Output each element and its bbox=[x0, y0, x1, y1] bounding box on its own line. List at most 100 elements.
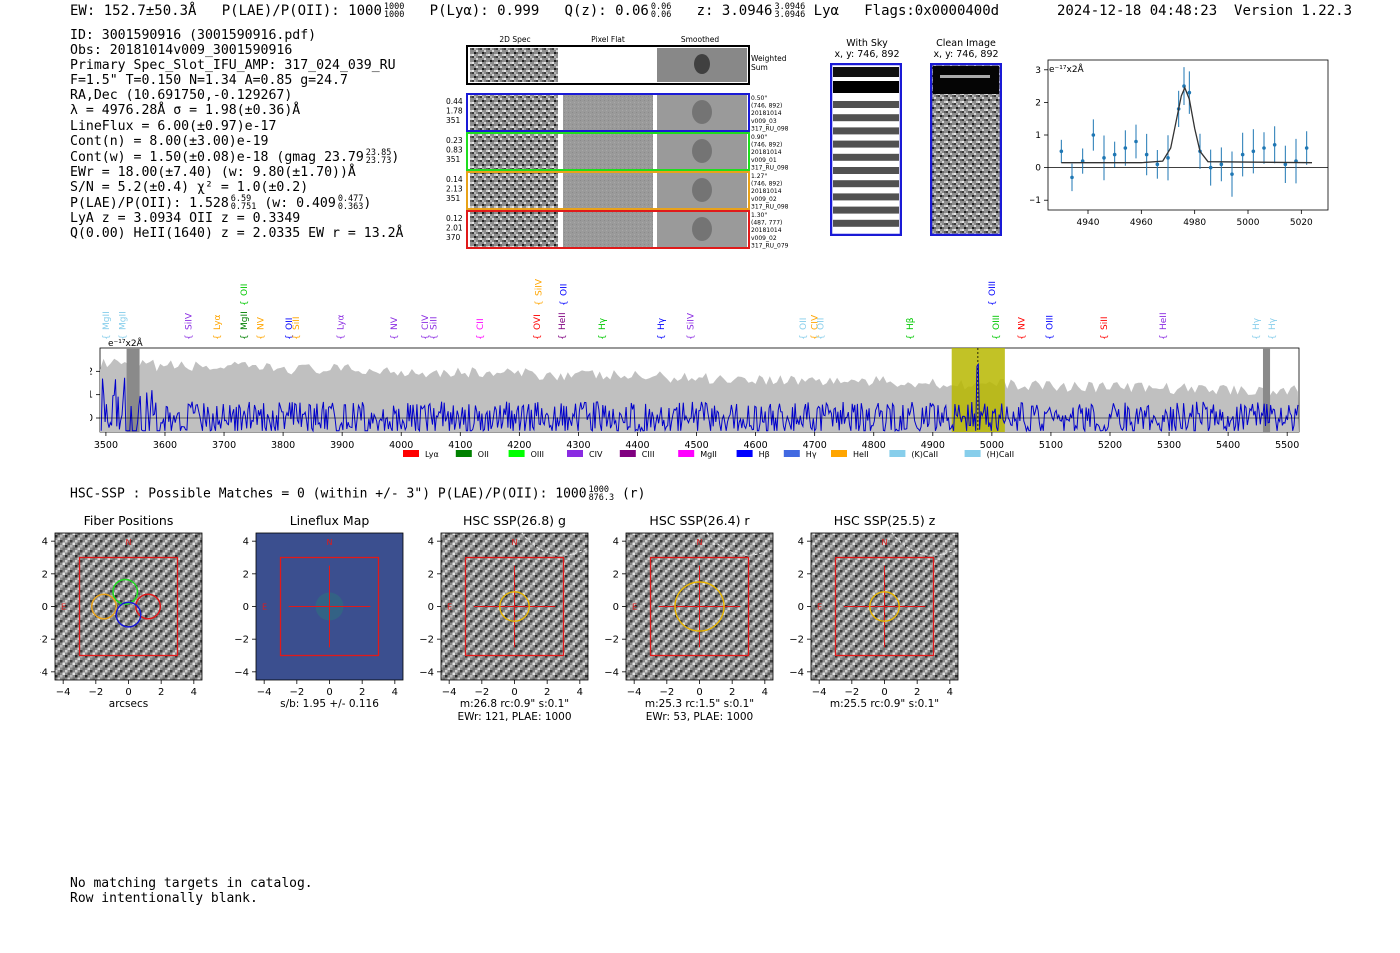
svg-text:OII: OII bbox=[799, 318, 809, 330]
svg-text:CIV: CIV bbox=[421, 314, 431, 330]
info-q-line: Q(0.00) HeII(1640) z = 2.0335 EW r = 13.… bbox=[70, 226, 404, 242]
hsc-xtick-label: −4 bbox=[442, 687, 457, 698]
info-lambda: λ = 4976.28Å σ = 1.98(±0.36)Å bbox=[70, 103, 301, 119]
with-sky-title: With Sky x, y: 746, 892 bbox=[834, 38, 900, 60]
header-qz: Q(z): 0.06 bbox=[564, 3, 649, 19]
line-fit-plot: e⁻¹⁷x2Å 4940 4960 4980 5000 5020 3 2 1 0 −1 bbox=[1030, 59, 1329, 228]
cutout-row-right-value: 20181014 bbox=[751, 149, 782, 156]
hsc-panel-title: HSC SSP(26.8) g bbox=[463, 513, 566, 528]
hsc-xtick-label: 4 bbox=[947, 687, 953, 698]
svg-text:{: { bbox=[102, 334, 112, 340]
fit-data-point bbox=[1091, 133, 1096, 137]
hsc-panel-title: Lineflux Map bbox=[290, 513, 370, 528]
svg-text:CIII: CIII bbox=[642, 450, 655, 459]
svg-text:Hγ: Hγ bbox=[1252, 317, 1262, 330]
cutout-row-border bbox=[466, 210, 750, 249]
fit-data-point bbox=[1102, 156, 1106, 160]
svg-text:{: { bbox=[213, 334, 223, 340]
spectrum-line-highlight bbox=[951, 348, 1005, 432]
fit-data-point bbox=[1123, 146, 1128, 150]
svg-text:{: { bbox=[390, 334, 400, 340]
hsc-panel-title: HSC SSP(26.4) r bbox=[649, 513, 750, 528]
svg-text:{: { bbox=[560, 300, 570, 306]
svg-text:{: { bbox=[657, 334, 667, 340]
spec-xtick-label: 5100 bbox=[1039, 440, 1063, 451]
spec-yunit: e⁻¹⁷x2Å bbox=[108, 337, 144, 349]
fit-data-point bbox=[1262, 146, 1266, 150]
spectral-line-label: SiIV { bbox=[185, 312, 195, 340]
spec-xtick-label: 5500 bbox=[1275, 440, 1299, 451]
fit-data-point bbox=[1219, 162, 1224, 167]
svg-text:SiII: SiII bbox=[292, 316, 302, 330]
hsc-panel-caption-2: EWr: 121, PLAE: 1000 bbox=[457, 711, 571, 723]
col-header-smoothed: Smoothed bbox=[681, 35, 720, 44]
svg-text:{: { bbox=[558, 334, 568, 340]
spec-xtick-label: 4800 bbox=[862, 440, 886, 451]
svg-text:OIII: OIII bbox=[992, 315, 1002, 330]
spectral-line-label: Lyα { bbox=[213, 314, 223, 340]
svg-text:SiII: SiII bbox=[1100, 316, 1110, 330]
svg-text:Hβ: Hβ bbox=[906, 317, 916, 330]
compass-east: E bbox=[817, 603, 822, 612]
svg-text:{: { bbox=[285, 334, 295, 340]
header-qz-range: 0.06 0.06 bbox=[650, 2, 672, 20]
cutout-row-left-value: 351 bbox=[446, 194, 461, 203]
cutout-row-left-value: 0.12 bbox=[446, 214, 463, 223]
detection-info: ID: 3001590916 (3001590916.pdf) Obs: 201… bbox=[70, 28, 403, 241]
spec-xtick-label: 3500 bbox=[94, 440, 118, 451]
hsc-ytick-label: −4 bbox=[234, 667, 249, 678]
svg-text:(K)CaII: (K)CaII bbox=[911, 450, 938, 459]
header-ew: EW: 152.7±50.3Å bbox=[70, 3, 197, 19]
svg-text:{: { bbox=[185, 334, 195, 340]
compass-north: N bbox=[512, 538, 518, 547]
svg-text:{: { bbox=[534, 300, 544, 306]
svg-text:OII: OII bbox=[285, 318, 295, 330]
fit-xtick-label: 5000 bbox=[1237, 218, 1260, 228]
fiber-circle bbox=[115, 601, 142, 628]
cutout-row-border bbox=[466, 171, 750, 210]
cutout-row-right-value: (487, 777) bbox=[751, 220, 782, 227]
svg-text:OVI: OVI bbox=[533, 314, 543, 330]
cutout-row-left-value: 0.14 bbox=[446, 175, 463, 184]
info-sn: S/N = 5.2(±0.4) χ² = 1.0(±0.2) bbox=[70, 179, 309, 195]
fit-ytick-label: 2 bbox=[1035, 98, 1041, 108]
header-z-line: Lyα bbox=[813, 3, 839, 19]
fit-data-point bbox=[1144, 152, 1149, 157]
fit-model-curve bbox=[1061, 85, 1313, 164]
aperture-circle bbox=[869, 591, 900, 622]
aperture-circle bbox=[674, 581, 725, 632]
fit-data-point bbox=[1272, 142, 1277, 147]
cutout-row-right-value: (746, 892) bbox=[751, 103, 782, 110]
cutout-row-right-value: 20181014 bbox=[751, 227, 782, 234]
fit-data-point bbox=[1155, 162, 1160, 167]
compass-east: E bbox=[632, 603, 637, 612]
legend-item: Hγ bbox=[783, 450, 817, 459]
spectral-line-label: OII { bbox=[285, 318, 295, 340]
neighbor-ellipse bbox=[891, 532, 959, 556]
hsc-xtick-label: 2 bbox=[729, 687, 735, 698]
spectral-line-label: OVI { bbox=[533, 314, 543, 340]
fit-data-point bbox=[1304, 146, 1309, 150]
cutout-row-border bbox=[466, 132, 750, 171]
cutout-row-border bbox=[466, 93, 750, 132]
legend-item: OII bbox=[455, 450, 489, 459]
spec-xtick-label: 4200 bbox=[507, 440, 531, 451]
hsc-search-box bbox=[279, 556, 380, 657]
hsc-panel-caption: s/b: 1.95 +/- 0.116 bbox=[280, 698, 379, 710]
spectral-line-label: MgII { bbox=[240, 311, 250, 340]
fiber-circle bbox=[135, 593, 162, 620]
svg-text:HeII: HeII bbox=[558, 312, 568, 330]
spec-xtick-label: 5300 bbox=[1157, 440, 1181, 451]
fit-data-point bbox=[1187, 90, 1192, 95]
hsc-xtick-label: 0 bbox=[125, 687, 131, 698]
hsc-panel-caption: m:25.5 rc:0.9" s:0.1" bbox=[830, 698, 939, 710]
hsc-ytick-label: 4 bbox=[42, 537, 48, 548]
fit-data-point bbox=[1112, 152, 1117, 157]
hsc-xtick-label: 4 bbox=[392, 687, 398, 698]
svg-text:HeII: HeII bbox=[853, 450, 869, 459]
with-sky-image bbox=[830, 63, 902, 236]
svg-text:{: { bbox=[811, 334, 821, 340]
svg-text:{: { bbox=[430, 334, 440, 340]
hsc-xtick-label: −2 bbox=[474, 687, 489, 698]
